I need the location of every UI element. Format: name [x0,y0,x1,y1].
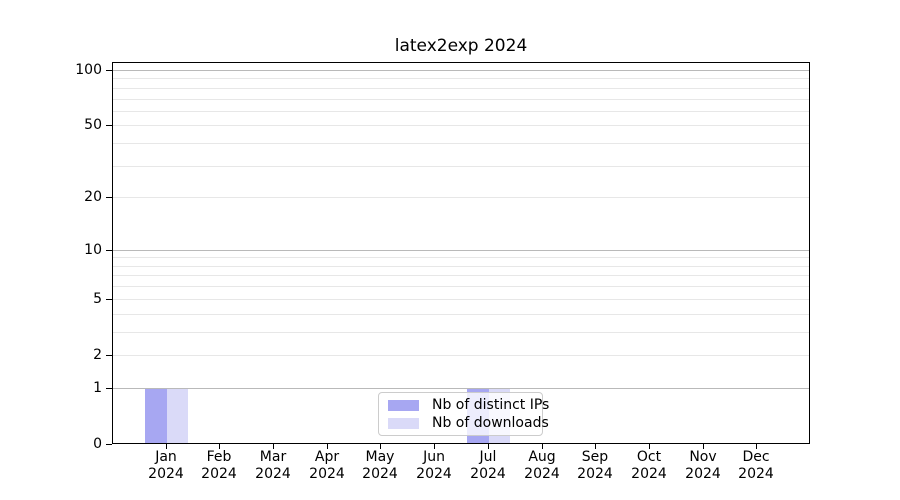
x-tick-mark-oct [649,444,650,449]
y-tick-mark-10 [106,250,112,251]
y-tick-label-100: 100 [75,62,102,78]
legend-item-downloads: Nb of downloads [388,415,549,431]
x-tick-label-aug: Aug 2024 [524,449,560,482]
gridline-y-60 [113,111,809,112]
y-tick-mark-0 [106,444,112,445]
gridline-y-10 [113,250,809,251]
x-tick-mark-mar [273,444,274,449]
gridline-y-90 [113,78,809,79]
y-tick-label-5: 5 [93,291,102,307]
gridline-y-40 [113,143,809,144]
x-tick-mark-jan [166,444,167,449]
gridline-y-2 [113,355,809,356]
x-tick-mark-nov [703,444,704,449]
legend: Nb of distinct IPs Nb of downloads [378,392,549,436]
x-tick-mark-aug [542,444,543,449]
y-tick-label-10: 10 [84,242,102,258]
x-tick-mark-sep [595,444,596,449]
x-tick-label-feb: Feb 2024 [201,449,237,482]
x-tick-mark-dec [756,444,757,449]
gridline-y-30 [113,166,809,167]
x-tick-label-jun: Jun 2024 [416,449,452,482]
y-tick-label-2: 2 [93,347,102,363]
gridline-y-70 [113,99,809,100]
x-tick-mark-jun [434,444,435,449]
y-tick-label-50: 50 [84,117,102,133]
y-tick-label-20: 20 [84,189,102,205]
legend-swatch-distinct-ips [388,399,419,411]
y-tick-mark-1 [106,388,112,389]
x-tick-label-sep: Sep 2024 [577,449,613,482]
x-tick-label-may: May 2024 [362,449,398,482]
legend-label-downloads: Nb of downloads [432,415,549,431]
y-tick-label-1: 1 [93,380,102,396]
bar-downloads-jan [166,389,189,443]
x-tick-label-nov: Nov 2024 [685,449,721,482]
legend-item-distinct-ips: Nb of distinct IPs [388,397,549,413]
y-tick-mark-50 [106,125,112,126]
x-tick-label-jul: Jul 2024 [470,449,506,482]
gridline-y-3 [113,332,809,333]
y-tick-mark-5 [106,299,112,300]
chart-title: latex2exp 2024 [394,36,528,56]
y-tick-mark-20 [106,197,112,198]
gridline-y-9 [113,257,809,258]
y-tick-mark-100 [106,70,112,71]
legend-swatch-downloads [388,417,419,429]
gridline-y-7 [113,275,809,276]
x-tick-label-dec: Dec 2024 [738,449,774,482]
bar-distinct-ips-jan [145,389,167,443]
plot-area [112,62,810,444]
gridline-y-8 [113,266,809,267]
y-tick-mark-2 [106,355,112,356]
gridline-y-20 [113,197,809,198]
x-tick-mark-jul [488,444,489,449]
x-tick-label-apr: Apr 2024 [309,449,345,482]
x-tick-label-oct: Oct 2024 [631,449,667,482]
x-tick-mark-feb [219,444,220,449]
y-tick-label-0: 0 [93,436,102,452]
gridline-y-50 [113,125,809,126]
gridline-y-1 [113,388,809,389]
gridline-y-5 [113,299,809,300]
x-tick-mark-may [380,444,381,449]
gridline-y-4 [113,314,809,315]
gridline-y-100 [113,70,809,71]
x-tick-label-mar: Mar 2024 [255,449,291,482]
x-tick-mark-apr [327,444,328,449]
gridline-y-80 [113,88,809,89]
x-tick-label-jan: Jan 2024 [148,449,184,482]
gridline-y-6 [113,286,809,287]
legend-label-distinct-ips: Nb of distinct IPs [432,397,550,413]
